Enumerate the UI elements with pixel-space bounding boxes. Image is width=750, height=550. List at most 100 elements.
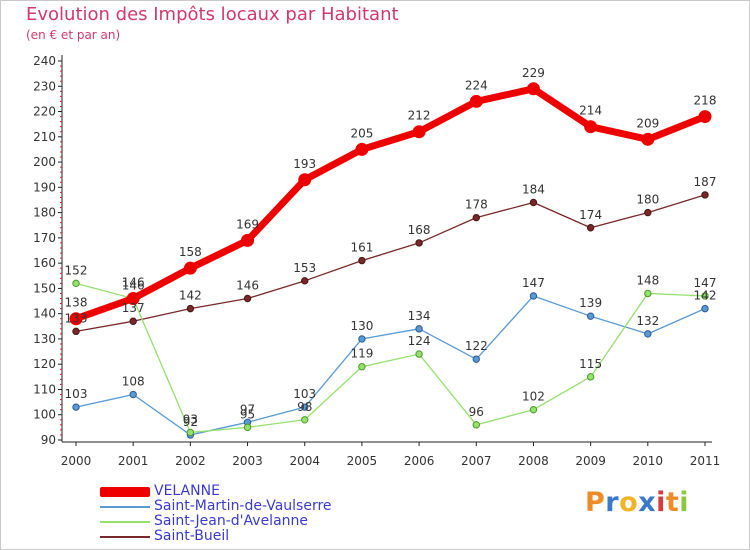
legend-label-saint-bueil: Saint-Bueil	[154, 528, 230, 544]
data-label-saint-jean: 98	[297, 400, 312, 414]
data-label-velanne: 193	[293, 157, 316, 171]
chart-axes: 9010011012013014015016017018019020021022…	[33, 54, 720, 468]
data-point-saint-martin	[72, 403, 80, 411]
y-tick-label: 150	[33, 281, 56, 295]
logo-letter: r	[605, 487, 620, 518]
data-point-velanne	[526, 82, 540, 96]
data-point-velanne	[469, 94, 483, 108]
data-label-saint-bueil: 184	[522, 182, 545, 196]
data-label-saint-martin: 132	[636, 314, 659, 328]
data-label-saint-jean: 93	[183, 412, 198, 426]
data-point-velanne	[698, 110, 712, 124]
data-label-saint-jean: 119	[350, 347, 373, 361]
data-label-velanne: 218	[694, 94, 717, 108]
data-label-saint-martin: 103	[293, 387, 316, 401]
data-label-saint-jean: 102	[522, 390, 545, 404]
x-tick-label: 2009	[575, 454, 606, 468]
y-tick-label: 170	[33, 231, 56, 245]
data-label-saint-martin: 97	[240, 402, 255, 416]
data-label-velanne: 138	[65, 296, 88, 310]
data-point-velanne	[126, 292, 140, 306]
data-point-saint-bueil	[301, 277, 309, 285]
data-point-saint-jean	[472, 421, 480, 429]
data-point-saint-jean	[529, 405, 538, 414]
data-point-saint-bueil	[529, 198, 538, 207]
series-line-saint-jean	[75, 282, 706, 434]
proxiti-logo: Proxiti	[585, 487, 689, 518]
data-point-saint-martin	[529, 292, 538, 300]
data-point-saint-bueil	[186, 304, 195, 313]
data-point-saint-bueil	[358, 256, 366, 265]
data-point-velanne	[298, 173, 312, 187]
data-point-saint-jean	[644, 289, 652, 298]
data-label-velanne: 214	[579, 104, 602, 118]
series-line-velanne	[72, 85, 709, 323]
legend-swatch-velanne	[100, 486, 150, 497]
data-point-saint-jean	[586, 373, 595, 381]
data-label-saint-martin: 142	[694, 289, 717, 303]
data-label-saint-bueil: 142	[179, 289, 202, 303]
x-tick-label: 2004	[289, 454, 320, 468]
series-line-saint-martin	[75, 295, 706, 436]
data-point-saint-jean	[701, 292, 709, 300]
y-tick-label: 140	[33, 307, 56, 321]
data-label-saint-jean: 147	[694, 276, 717, 290]
data-label-saint-bueil: 153	[293, 261, 316, 275]
data-point-saint-bueil	[644, 208, 652, 217]
data-label-saint-bueil: 174	[579, 208, 602, 222]
data-point-velanne	[241, 233, 255, 247]
data-label-saint-martin: 122	[465, 339, 488, 353]
data-point-saint-bueil	[701, 191, 709, 199]
data-label-saint-jean: 115	[579, 357, 602, 371]
y-tick-label: 90	[41, 433, 56, 447]
series-layer	[69, 82, 712, 439]
data-label-saint-martin: 134	[408, 309, 431, 323]
data-point-saint-martin	[701, 304, 709, 313]
chart-subtitle: (en € et par an)	[26, 28, 121, 42]
data-point-saint-jean	[243, 423, 252, 432]
data-point-saint-jean	[186, 428, 195, 437]
data-label-saint-jean: 146	[122, 279, 145, 293]
data-point-saint-martin	[301, 403, 309, 411]
data-point-saint-martin	[358, 335, 366, 343]
data-label-saint-martin: 103	[65, 387, 88, 401]
data-point-velanne	[641, 132, 655, 146]
legend-swatch-saint-jean	[100, 520, 150, 523]
data-label-saint-bueil: 168	[408, 223, 431, 237]
legend-label-velanne: VELANNE	[154, 483, 220, 499]
y-tick-label: 160	[33, 256, 56, 270]
data-point-saint-martin	[586, 312, 595, 320]
data-point-saint-jean	[301, 416, 309, 424]
data-label-saint-jean: 124	[408, 334, 431, 348]
data-point-saint-jean	[415, 350, 423, 358]
data-point-saint-jean	[358, 363, 366, 371]
y-tick-label: 180	[33, 206, 56, 220]
data-point-saint-martin	[472, 355, 480, 363]
y-tick-label: 220	[33, 105, 56, 119]
data-labels-layer: 138 146 158 169 193 205 212 224 229 214 209 218 103 1…	[65, 66, 717, 429]
y-tick-label: 210	[33, 130, 56, 144]
legend-label-saint-jean: Saint-Jean-d'Avelanne	[154, 513, 309, 529]
data-label-saint-jean: 148	[636, 273, 659, 287]
data-point-velanne	[412, 125, 426, 139]
x-tick-label: 2010	[633, 454, 664, 468]
data-point-saint-jean	[72, 279, 80, 288]
logo-letter: t	[665, 487, 680, 518]
x-tick-label: 2011	[690, 454, 721, 468]
data-label-velanne: 229	[522, 66, 545, 80]
data-point-saint-bueil	[415, 239, 423, 247]
data-label-velanne: 169	[236, 217, 259, 231]
data-point-saint-martin	[644, 330, 652, 338]
data-label-saint-martin: 147	[522, 276, 545, 290]
data-point-saint-bueil	[472, 213, 480, 222]
data-label-velanne: 209	[636, 116, 659, 130]
x-tick-label: 2002	[175, 454, 206, 468]
logo-letter: i	[656, 487, 666, 518]
y-tick-label: 130	[33, 332, 56, 346]
x-tick-label: 2001	[118, 454, 149, 468]
data-point-velanne	[355, 142, 369, 156]
data-label-saint-martin: 130	[350, 319, 373, 333]
y-tick-label: 200	[33, 155, 56, 169]
y-tick-label: 240	[33, 54, 56, 68]
